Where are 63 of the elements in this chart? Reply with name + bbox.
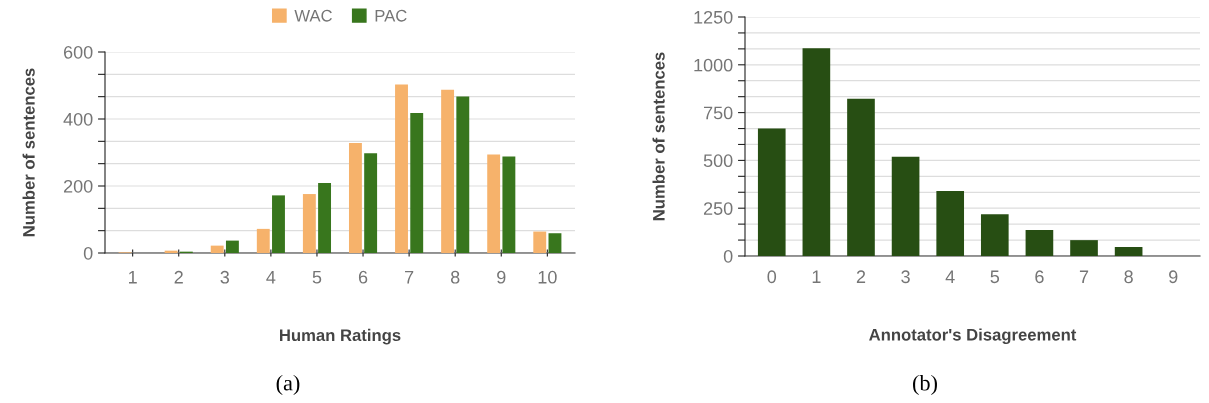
bar: [548, 233, 562, 253]
y-axis-title: Number of sentences: [652, 52, 665, 221]
bar: [1025, 230, 1054, 256]
bar: [318, 182, 332, 253]
legend-label: PAC: [375, 9, 407, 22]
x-tick-label: 4: [945, 270, 955, 283]
bar: [210, 245, 224, 253]
text: (b): [913, 374, 937, 396]
y-tick-label: 750: [704, 106, 733, 120]
x-tick-label: 5: [312, 271, 322, 284]
bar: [225, 240, 239, 253]
x-tick-label: 4: [266, 271, 276, 284]
x-tick-label: 2: [174, 270, 183, 284]
x-tick-label: 5: [990, 270, 1000, 284]
y-tick-label: 1000: [694, 58, 733, 72]
x-tick-label: 6: [1035, 270, 1044, 284]
bar: [502, 156, 516, 253]
bar: [441, 89, 455, 253]
bar: [802, 48, 831, 256]
bar: [1114, 247, 1143, 256]
bar: [364, 153, 378, 253]
x-tick-label: 7: [1079, 270, 1089, 283]
x-tick-label: 1: [129, 271, 137, 284]
x-tick-label: 3: [901, 270, 910, 284]
x-tick-label: 9: [1169, 270, 1178, 284]
x-tick-label: 9: [497, 270, 506, 284]
x-axis-title: Annotator's Disagreement: [869, 328, 1077, 344]
bar: [757, 128, 786, 256]
bar: [847, 98, 875, 256]
bar: [272, 195, 285, 253]
bar: [456, 96, 470, 253]
x-tick-label: 8: [1124, 270, 1133, 284]
text: (a): [276, 374, 300, 396]
bar: [410, 112, 424, 253]
bar: [533, 231, 547, 253]
y-tick-label: 400: [63, 112, 93, 126]
y-axis-title: Number of sentences: [22, 68, 35, 237]
y-tick-label: 0: [723, 249, 733, 263]
bar: [395, 84, 408, 253]
y-tick-label: 200: [63, 179, 93, 193]
x-tick-label: 8: [450, 270, 460, 284]
legend-label: WAC: [294, 9, 332, 22]
y-tick-label: 600: [63, 45, 93, 59]
y-tick-label: 250: [703, 202, 733, 215]
y-tick-label: 1250: [694, 10, 733, 24]
bar: [980, 214, 1009, 256]
x-tick-label: 0: [767, 270, 777, 284]
bar: [302, 194, 316, 253]
bar: [348, 143, 362, 253]
x-tick-label: 6: [358, 270, 368, 284]
x-tick-label: 7: [405, 271, 414, 284]
x-tick-label: 2: [856, 270, 866, 283]
y-tick-label: 500: [703, 154, 733, 168]
bar: [891, 156, 920, 256]
bar: [1070, 240, 1098, 256]
x-tick-label: 3: [220, 270, 230, 284]
x-tick-label: 10: [538, 270, 557, 284]
x-tick-label: 1: [812, 270, 821, 283]
bar: [256, 228, 270, 253]
x-axis-title: Human Ratings: [280, 328, 401, 345]
y-tick-label: 0: [83, 246, 93, 260]
bar: [936, 190, 965, 256]
bar: [487, 154, 501, 253]
